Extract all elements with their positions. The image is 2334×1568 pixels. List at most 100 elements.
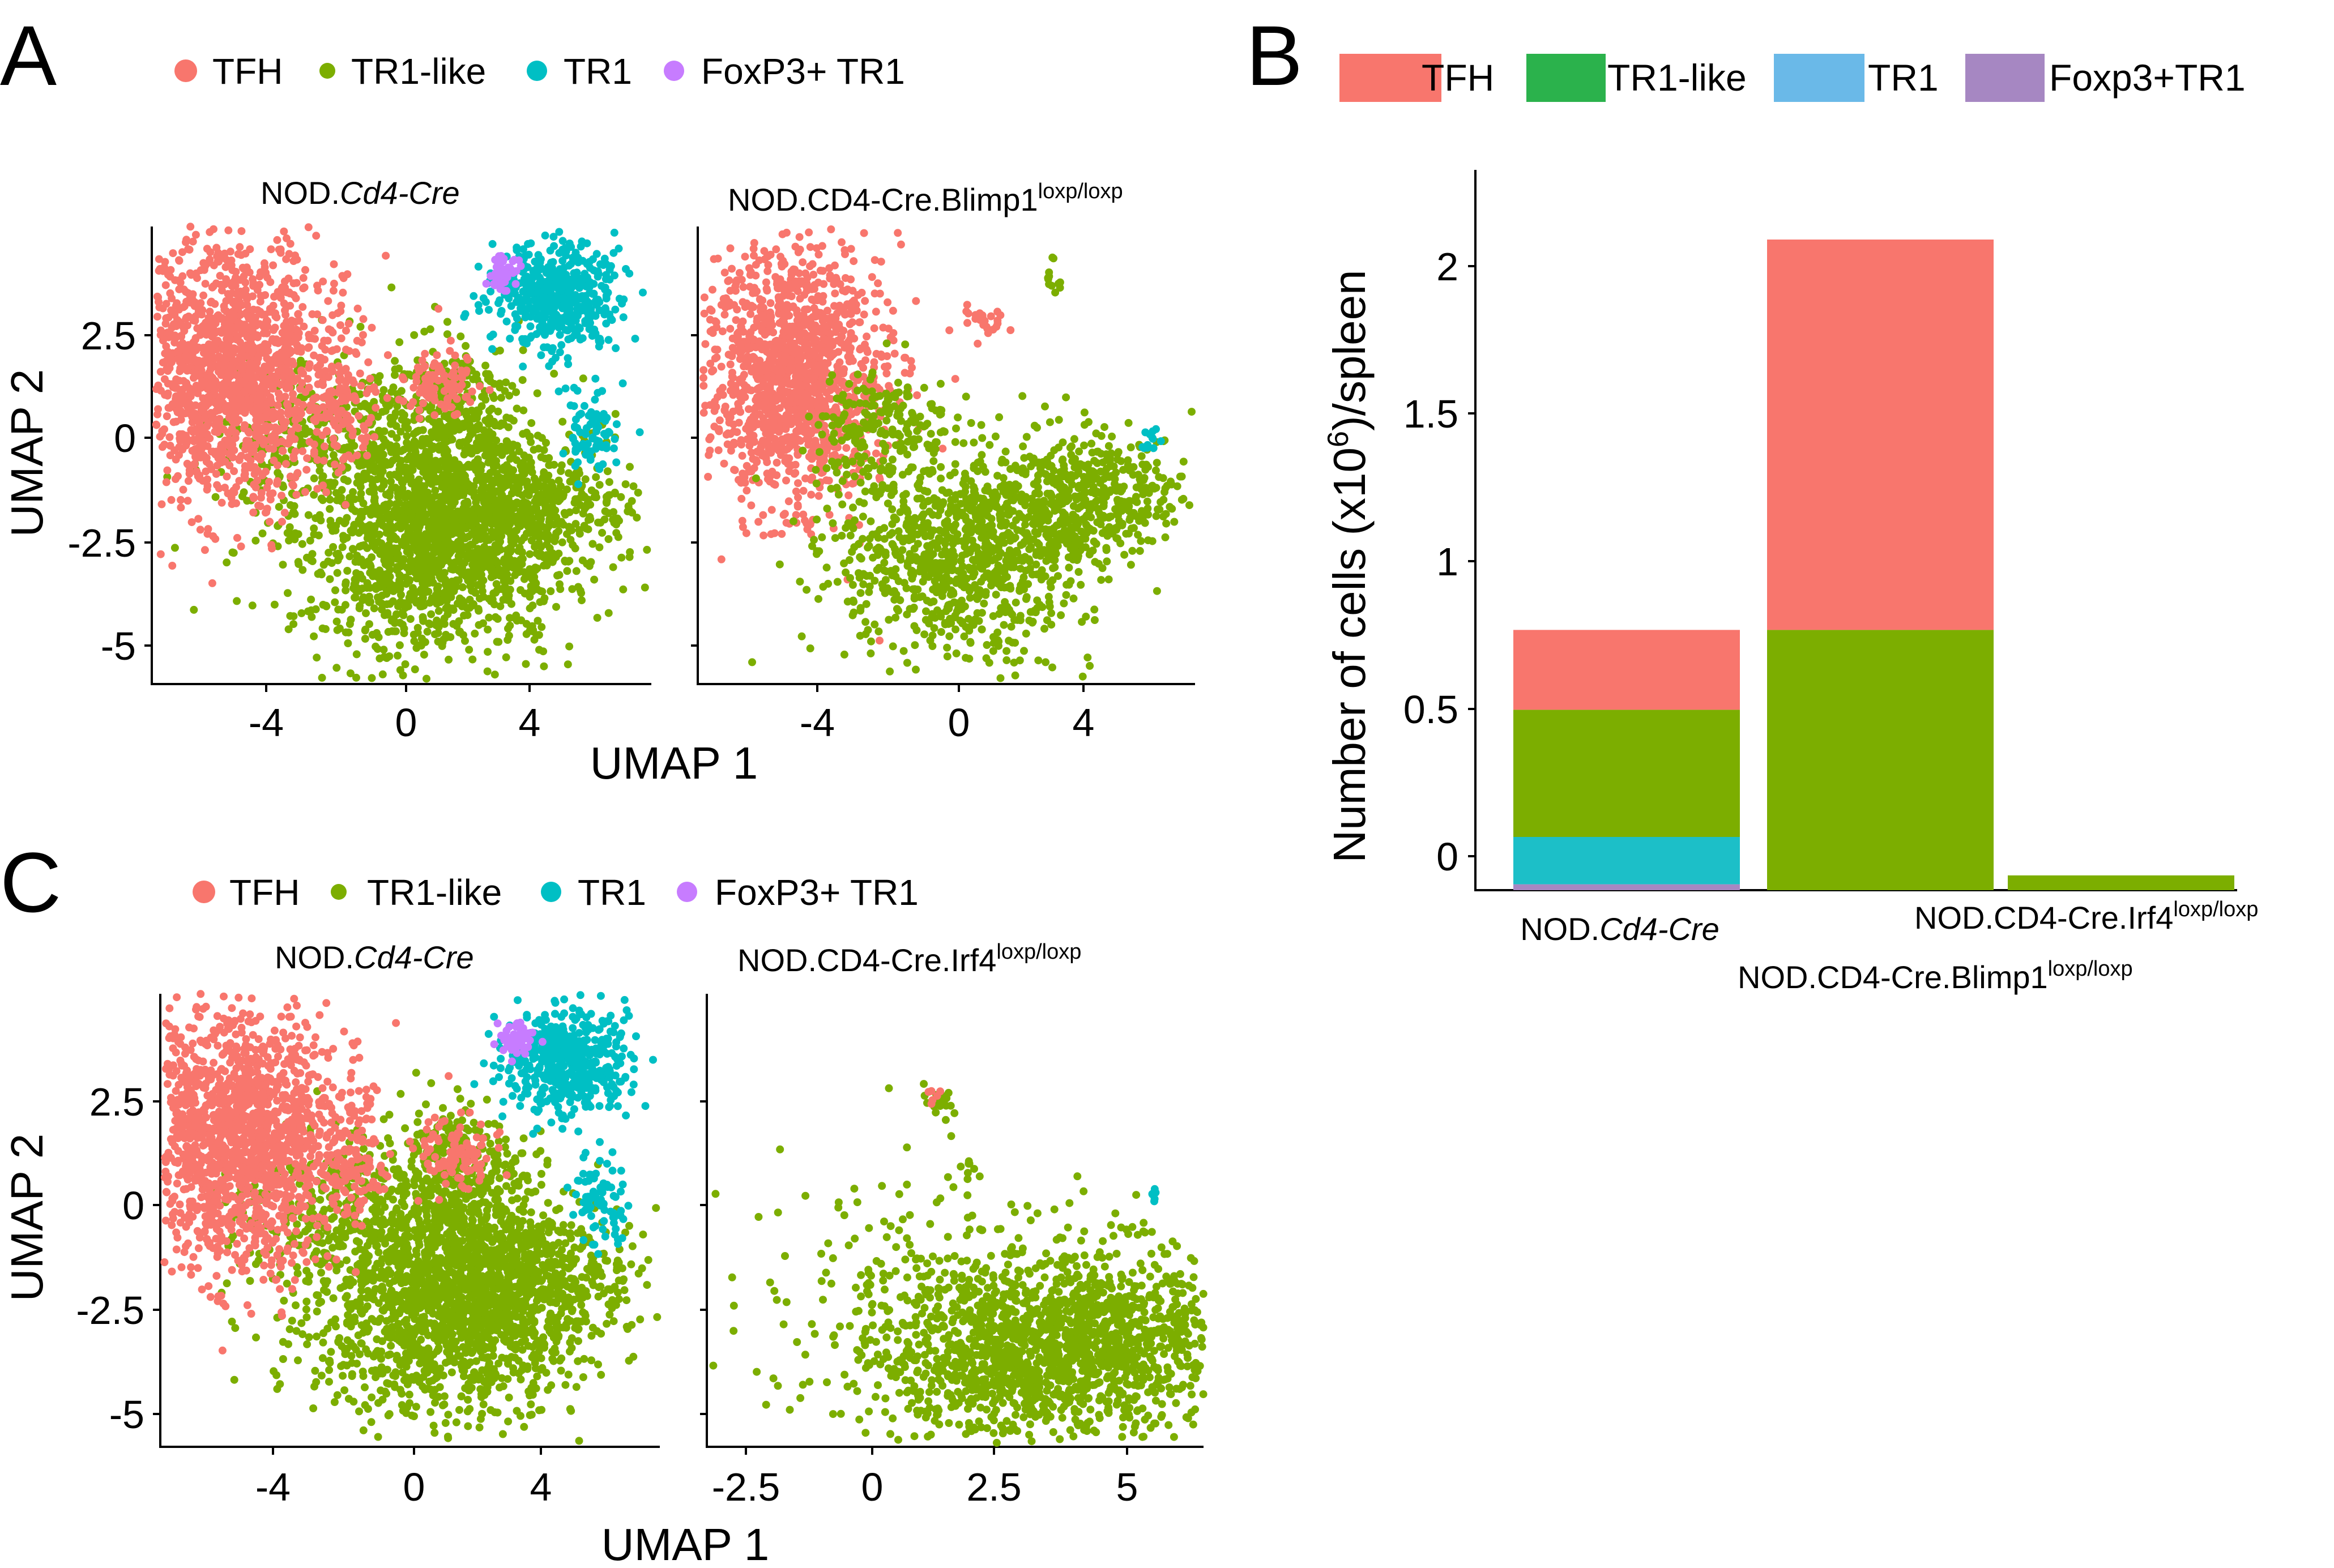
tr1-like-point	[298, 540, 306, 548]
tfh-point	[177, 503, 185, 512]
tr1-point	[529, 268, 537, 276]
tr1-like-point	[453, 622, 461, 630]
tr1-like-point	[479, 440, 487, 448]
tr1-like-point	[500, 502, 508, 511]
tr1-like-point	[516, 556, 524, 564]
tr1-like-point	[592, 493, 600, 502]
tr1-like-point	[472, 561, 480, 570]
tfh-point	[175, 257, 184, 265]
tfh-point	[192, 382, 200, 390]
tfh-point	[421, 362, 429, 370]
tr1-like-point	[417, 602, 426, 610]
legend-a-tr1-label: TR1	[564, 51, 632, 92]
tr1-like-point	[211, 493, 220, 501]
tr1-like-point	[498, 490, 506, 499]
tr1-like-point	[326, 575, 334, 583]
tr1-like-point	[557, 461, 566, 469]
legend-a-tfh-swatch	[174, 59, 197, 82]
tr1-like-point	[331, 598, 339, 606]
tfh-point	[163, 391, 172, 400]
tfh-point	[230, 488, 238, 497]
tfh-point	[200, 321, 208, 330]
tr1-like-point	[297, 609, 306, 617]
tr1-like-point	[345, 552, 354, 561]
tr1-like-point	[360, 469, 369, 477]
tr1-like-point	[484, 625, 492, 634]
tfh-point	[236, 243, 244, 251]
tfh-point	[167, 358, 176, 367]
tr1-like-point	[522, 619, 531, 628]
tr1-point	[610, 228, 618, 237]
tr1-like-point	[458, 583, 467, 591]
tfh-point	[289, 454, 298, 463]
tfh-point	[166, 272, 174, 281]
tr1-like-point	[485, 613, 493, 622]
tfh-point	[357, 382, 365, 390]
tr1-like-point	[373, 629, 381, 637]
tfh-point	[273, 236, 281, 244]
tr1-like-point	[374, 445, 383, 453]
tr1-like-point	[307, 595, 315, 604]
tr1-like-point	[629, 482, 638, 490]
tr1-like-point	[571, 544, 579, 553]
tr1-like-point	[318, 673, 326, 682]
tfh-point	[261, 362, 269, 371]
tfh-point	[280, 424, 288, 431]
tr1-like-point	[565, 508, 574, 516]
tr1-like-point	[434, 546, 442, 554]
tr1-like-point	[533, 389, 541, 398]
tr1-point	[600, 310, 609, 319]
tr1-like-point	[341, 518, 349, 527]
tfh-point	[299, 401, 307, 409]
tr1-point	[599, 460, 607, 468]
tfh-point	[334, 309, 342, 318]
tr1-like-point	[439, 520, 447, 528]
tr1-like-point	[519, 406, 528, 415]
tfh-point	[177, 411, 185, 418]
tr1-point	[544, 324, 552, 333]
tr1-point	[558, 237, 567, 245]
tr1-like-point	[339, 532, 347, 540]
tfh-point	[215, 368, 223, 376]
tfh-point	[211, 300, 219, 308]
tr1-point	[474, 301, 483, 309]
tr1-like-point	[583, 559, 591, 568]
tr1-like-point	[643, 545, 651, 554]
tfh-point	[205, 359, 214, 368]
tr1-like-point	[483, 667, 492, 676]
tr1-like-point	[419, 426, 427, 434]
tfh-point	[280, 227, 288, 236]
tr1-like-point	[465, 510, 473, 519]
tr1-like-point	[317, 570, 326, 579]
tr1-like-point	[399, 489, 407, 497]
tr1-like-point	[404, 524, 412, 533]
tr1-like-point	[355, 604, 364, 613]
tfh-point	[212, 450, 221, 459]
tfh-point	[294, 310, 302, 318]
tr1-like-point	[505, 522, 513, 531]
tr1-like-point	[473, 446, 481, 455]
tr1-like-point	[595, 481, 604, 489]
tfh-point	[289, 279, 298, 288]
tr1-like-point	[526, 550, 534, 558]
panel-a: A TFH TR1-like TR1 FoxP3+ TR1 NOD.Cd4-Cr…	[0, 8, 1196, 788]
tfh-point	[286, 240, 295, 248]
tr1-like-point	[593, 614, 601, 622]
tr1-like-point	[456, 332, 465, 341]
tfh-point	[220, 305, 229, 314]
tr1-like-point	[443, 603, 451, 611]
tfh-point	[451, 361, 459, 370]
tfh-point	[200, 546, 209, 554]
tfh-point	[198, 401, 206, 409]
tr1-like-point	[326, 516, 335, 525]
tfh-point	[298, 447, 307, 455]
tfh-point	[291, 416, 300, 425]
tr1-like-point	[393, 544, 402, 553]
tr1-point	[527, 289, 536, 298]
tr1-like-point	[539, 647, 548, 656]
tr1-point	[543, 343, 552, 352]
tfh-point	[182, 431, 190, 440]
tfh-point	[244, 453, 252, 462]
tfh-point	[367, 413, 375, 422]
tfh-point	[187, 518, 196, 527]
